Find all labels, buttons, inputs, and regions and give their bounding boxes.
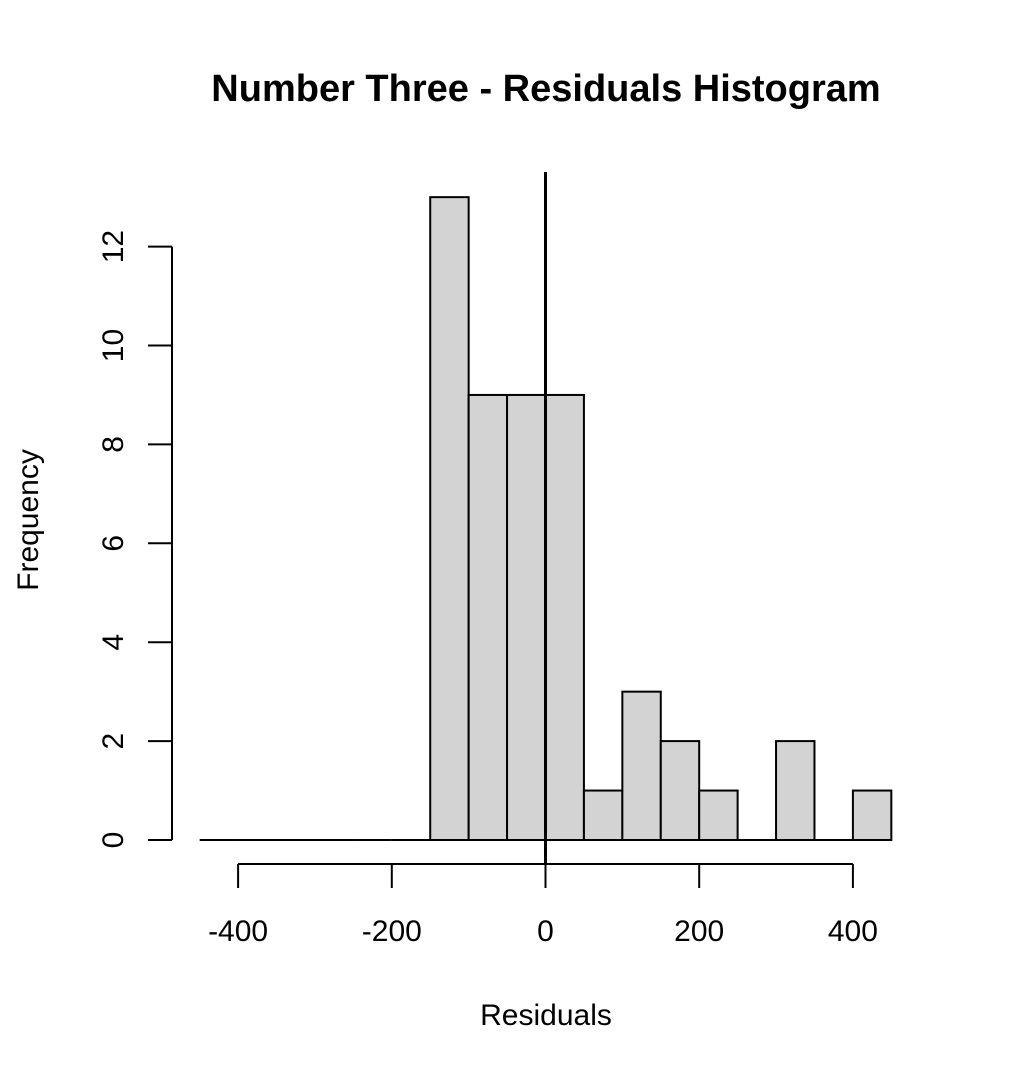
histogram-bar (698, 789, 739, 841)
x-tick-label: -200 (362, 915, 422, 948)
histogram-bar (659, 740, 701, 841)
histogram-bar (506, 393, 547, 841)
x-tick-label: 400 (828, 915, 878, 948)
x-tick-label: 0 (537, 915, 554, 948)
histogram-bar (429, 196, 470, 841)
y-axis: 0 2 4 6 8 10 12 (97, 230, 173, 849)
y-axis-label: Frequency (12, 449, 45, 591)
histogram-bar (621, 690, 662, 842)
histogram-bar (544, 393, 585, 841)
y-tick-label: 0 (97, 832, 130, 849)
chart-title: Number Three - Residuals Histogram (211, 68, 880, 110)
x-tick-label: -400 (208, 915, 268, 948)
x-axis: -400 -200 0 200 400 (208, 863, 878, 948)
x-tick-label: 200 (674, 915, 724, 948)
histogram-bar (775, 740, 816, 841)
histogram-bar (467, 393, 509, 841)
y-tick-label: 2 (97, 733, 130, 750)
histogram-bars (199, 196, 893, 842)
histogram-bar (851, 789, 893, 841)
y-tick-label: 10 (97, 329, 130, 362)
y-tick-label: 6 (97, 535, 130, 552)
histogram-bar (582, 789, 624, 841)
x-axis-label: Residuals (480, 999, 612, 1032)
y-tick-label: 8 (97, 436, 130, 453)
y-tick-label: 12 (97, 230, 130, 263)
y-tick-label: 4 (97, 634, 130, 651)
